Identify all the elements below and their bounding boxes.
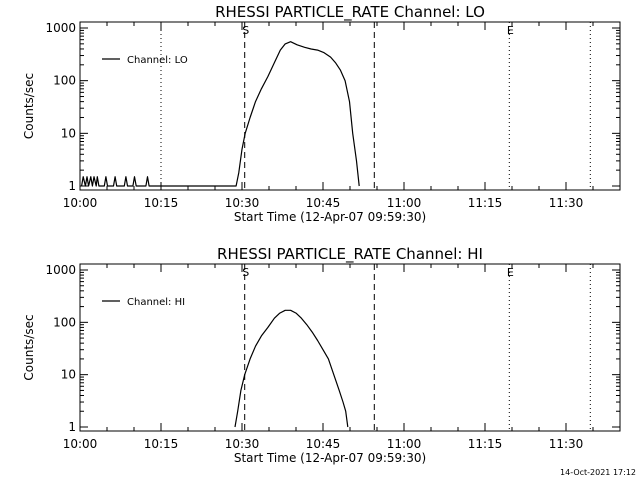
hi-x-tick-label: 10:30 bbox=[225, 437, 260, 451]
lo-y-tick-label: 1 bbox=[68, 179, 76, 193]
hi-x-tick-label: 11:00 bbox=[387, 437, 422, 451]
lo-marker-label: E bbox=[507, 24, 514, 37]
hi-x-axis-label: Start Time (12-Apr-07 09:59:30) bbox=[234, 451, 426, 465]
hi-x-tick-label: 11:15 bbox=[468, 437, 503, 451]
hi-marker-label: S bbox=[242, 266, 249, 279]
panel-hi: RHESSI PARTICLE_RATE Channel: HI 10:00 10:… bbox=[22, 245, 621, 465]
hi-y-tick-label: 1 bbox=[68, 420, 76, 434]
lo-series-line bbox=[81, 41, 360, 187]
hi-x-tick-label: 10:00 bbox=[63, 437, 98, 451]
hi-legend-label: Channel: HI bbox=[127, 297, 185, 308]
hi-y-tick-label: 1000 bbox=[45, 263, 76, 277]
lo-x-tick-label: 10:45 bbox=[306, 196, 341, 210]
lo-x-axis-label: Start Time (12-Apr-07 09:59:30) bbox=[234, 210, 426, 224]
hi-series-line bbox=[234, 309, 349, 428]
lo-x-tick-label: 11:15 bbox=[468, 196, 503, 210]
hi-chart-title: RHESSI PARTICLE_RATE Channel: HI bbox=[217, 245, 483, 264]
lo-x-tick-label: 10:15 bbox=[144, 196, 179, 210]
lo-y-tick-label: 1000 bbox=[45, 21, 76, 35]
lo-chart-title: RHESSI PARTICLE_RATE Channel: LO bbox=[215, 3, 485, 22]
lo-legend-label: Channel: LO bbox=[127, 55, 188, 66]
hi-y-axis-label: Counts/sec bbox=[22, 314, 36, 380]
lo-x-tick-label: 10:30 bbox=[225, 196, 260, 210]
hi-x-tick-label: 10:15 bbox=[144, 437, 179, 451]
hi-x-tick-label: 10:45 bbox=[306, 437, 341, 451]
lo-x-tick-label: 11:30 bbox=[549, 196, 584, 210]
lo-y-tick-label: 100 bbox=[53, 74, 76, 88]
hi-y-tick-label: 10 bbox=[61, 368, 76, 382]
lo-x-tick-label: 11:00 bbox=[387, 196, 422, 210]
lo-x-tick-label: 10:00 bbox=[63, 196, 98, 210]
lo-marker-label: S bbox=[242, 24, 249, 37]
lo-y-tick-label: 10 bbox=[61, 126, 76, 140]
hi-x-tick-label: 11:30 bbox=[549, 437, 584, 451]
lo-y-axis-label: Counts/sec bbox=[22, 73, 36, 139]
hi-marker-label: E bbox=[507, 266, 514, 279]
panel-lo: RHESSI PARTICLE_RATE Channel: LO 10:00 10:… bbox=[22, 3, 621, 224]
hi-plot-frame bbox=[79, 263, 621, 432]
timestamp-label: 14-Oct-2021 17:12 bbox=[560, 468, 636, 477]
hi-y-tick-label: 100 bbox=[53, 315, 76, 329]
